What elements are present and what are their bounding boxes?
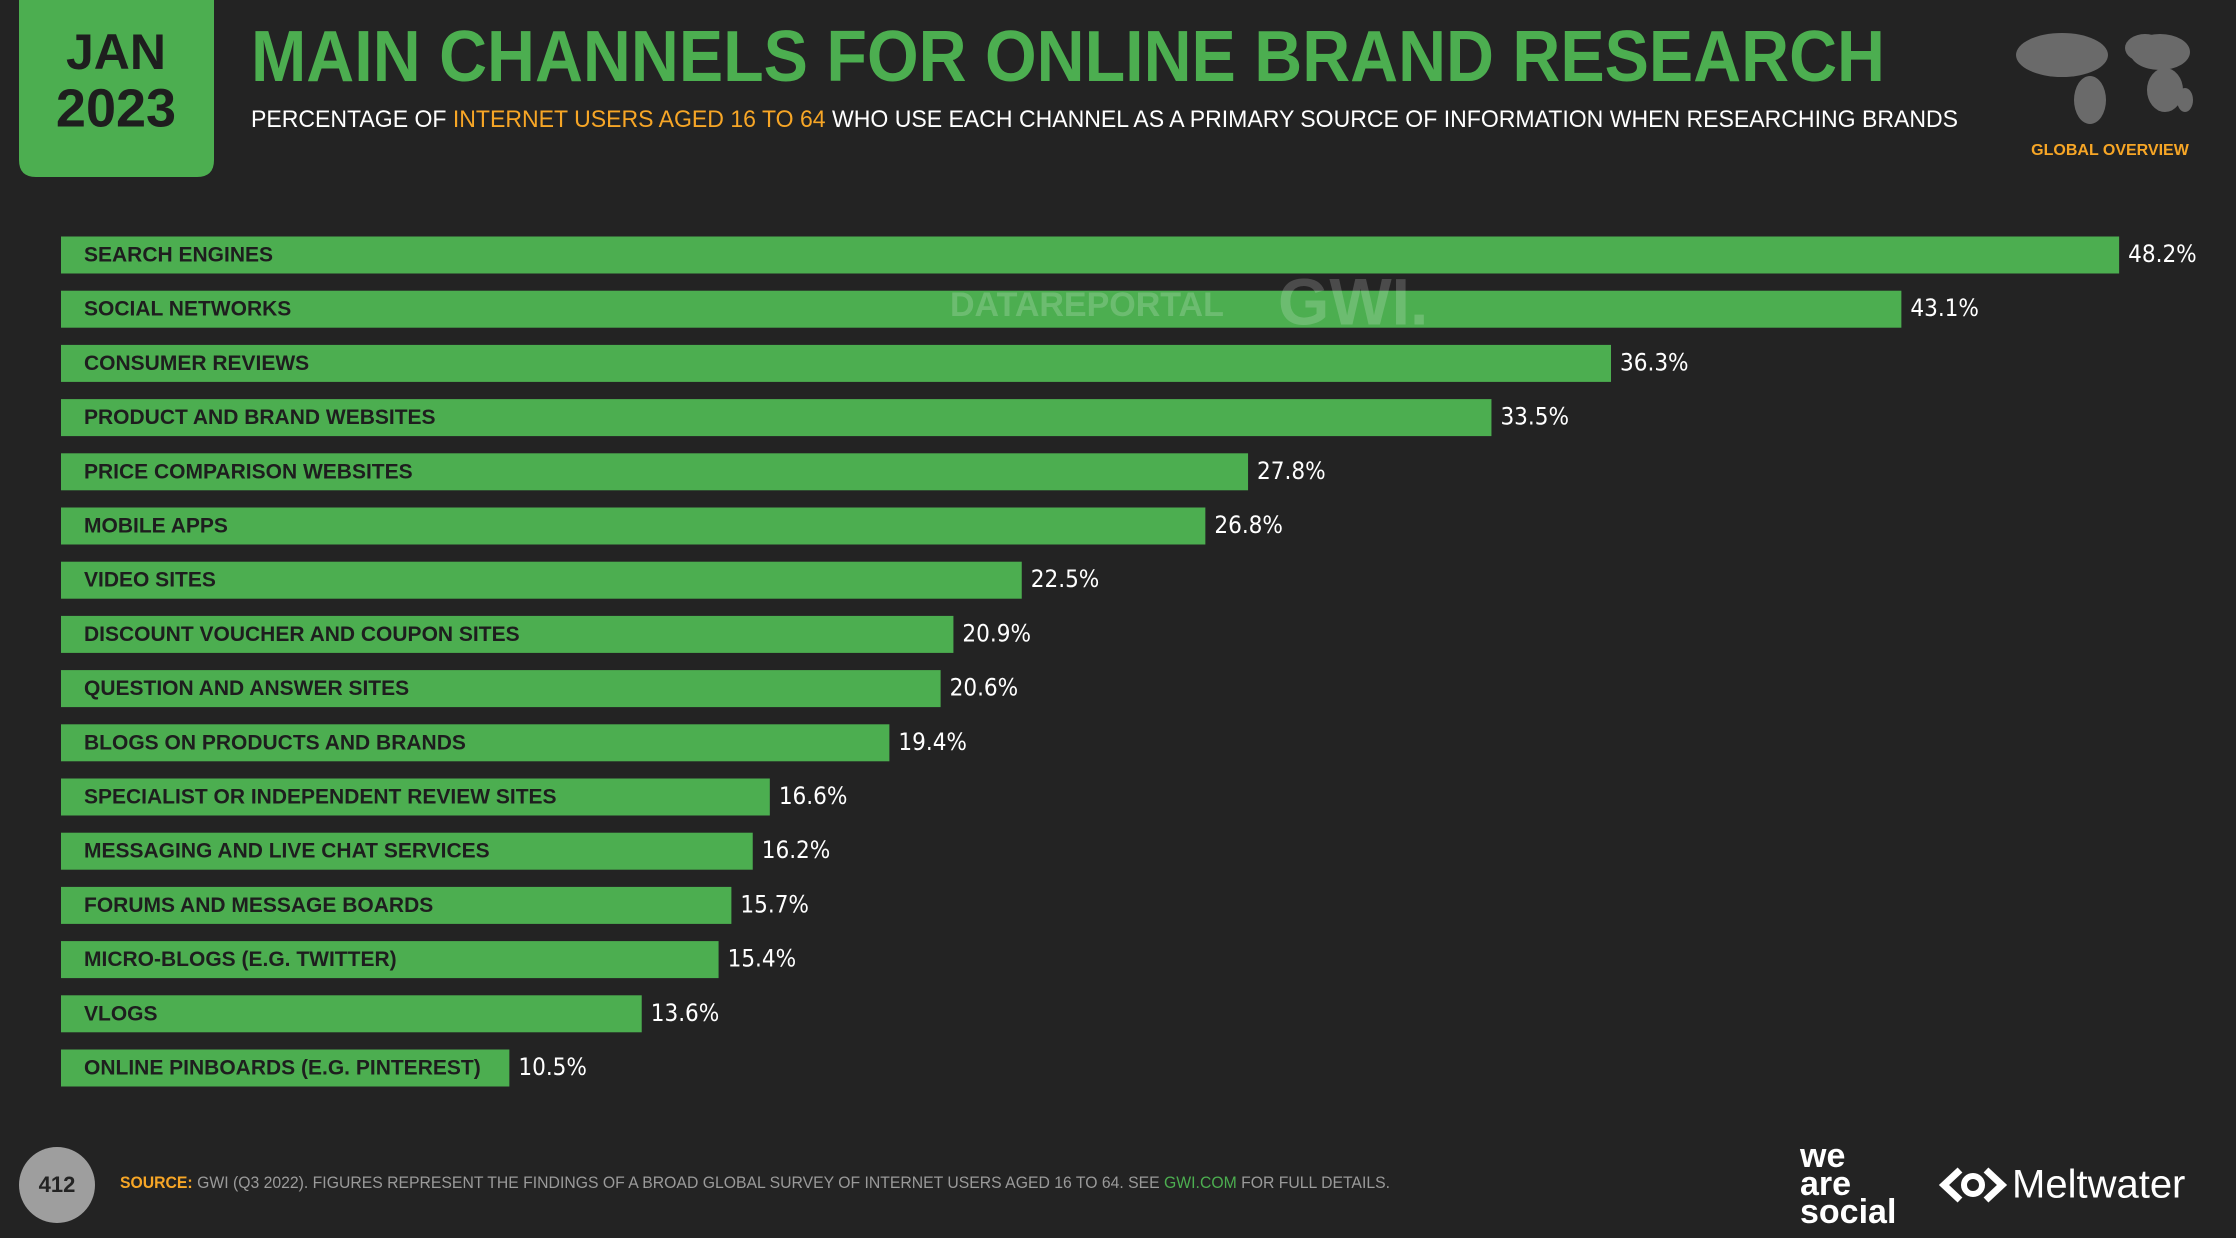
value-label: 10.5% [518,1053,587,1081]
watermark: DATAREPORTAL [950,286,1224,324]
bar [61,778,770,816]
category-label: VLOGS [84,1002,158,1025]
value-label: 43.1% [1910,294,1979,322]
value-label: 16.2% [762,836,831,864]
value-label: 16.6% [779,782,848,810]
bar [61,453,1249,491]
category-label: MOBILE APPS [84,515,228,538]
value-label: 22.5% [1031,565,1100,593]
value-label: 20.6% [950,674,1019,702]
category-label: FORUMS AND MESSAGE BOARDS [84,894,433,917]
logo-text: social [1800,1193,1896,1231]
bar [61,724,890,762]
source-text: FOR FULL DETAILS. [1237,1173,1390,1192]
date-badge [19,0,214,177]
bar [61,507,1206,545]
source-label: SOURCE: [120,1173,193,1192]
category-label: CONSUMER REVIEWS [84,352,309,375]
chart-subtitle: PERCENTAGE OF INTERNET USERS AGED 16 TO … [251,106,1958,133]
value-label: 48.2% [2128,240,2197,268]
category-label: SOCIAL NETWORKS [84,298,291,321]
subtitle-highlight: INTERNET USERS AGED 16 TO 64 [453,106,826,133]
value-label: 13.6% [651,999,720,1027]
source-link: GWI.COM [1164,1173,1237,1192]
category-label: PRODUCT AND BRAND WEBSITES [84,406,436,429]
badge-month: JAN [66,24,166,80]
page-number-badge [19,1147,95,1223]
chart-title: MAIN CHANNELS FOR ONLINE BRAND RESEARCH [251,17,1885,97]
bar [61,1049,510,1087]
value-label: 20.9% [962,619,1031,647]
source-text: GWI (Q3 2022). FIGURES REPRESENT THE FIN… [193,1173,1164,1192]
badge-year: 2023 [56,78,176,138]
we-are-social-logo: we are social [1799,1137,1896,1231]
meltwater-logo: Meltwater [1938,1163,2185,1207]
bar [61,561,1022,599]
logo-text: Meltwater [2012,1163,2185,1207]
bar [61,941,719,979]
category-label: SEARCH ENGINES [84,244,273,267]
bar [61,886,732,924]
category-label: VIDEO SITES [84,569,216,592]
category-label: PRICE COMPARISON WEBSITES [84,460,413,483]
value-label: 26.8% [1214,511,1283,539]
bar [61,995,642,1033]
world-map-icon [2016,33,2193,124]
bar [61,290,1902,328]
bar [61,344,1612,382]
category-label: ONLINE PINBOARDS (E.G. PINTEREST) [84,1057,481,1080]
bars: SEARCH ENGINES 48.2% SOCIAL NETWORKS 43.1% C… [61,236,2197,1087]
source-note: SOURCE: GWI (Q3 2022). FIGURES REPRESENT… [120,1173,1390,1192]
subtitle-part: PERCENTAGE OF [251,106,453,133]
category-label: BLOGS ON PRODUCTS AND BRANDS [84,731,466,754]
watermark: GWI. [1278,264,1428,338]
category-label: MICRO-BLOGS (E.G. TWITTER) [84,948,397,971]
value-label: 36.3% [1620,348,1689,376]
value-label: 33.5% [1500,403,1569,431]
category-label: SPECIALIST OR INDEPENDENT REVIEW SITES [84,786,557,809]
value-label: 15.4% [728,945,797,973]
logo-text: we [1799,1137,1845,1175]
bar [61,399,1492,437]
bar [61,670,941,708]
page-number: 412 [39,1172,76,1197]
value-label: 15.7% [740,890,809,918]
category-label: MESSAGING AND LIVE CHAT SERVICES [84,840,490,863]
bar [61,832,753,870]
bar [61,236,2120,274]
category-label: QUESTION AND ANSWER SITES [84,677,409,700]
region-label: GLOBAL OVERVIEW [2031,142,2190,159]
category-label: DISCOUNT VOUCHER AND COUPON SITES [84,623,520,646]
value-label: 27.8% [1257,457,1326,485]
bar [61,615,954,653]
subtitle-part: WHO USE EACH CHANNEL AS A PRIMARY SOURCE… [826,106,1958,133]
logo-text: are [1800,1165,1851,1203]
value-label: 19.4% [898,728,967,756]
